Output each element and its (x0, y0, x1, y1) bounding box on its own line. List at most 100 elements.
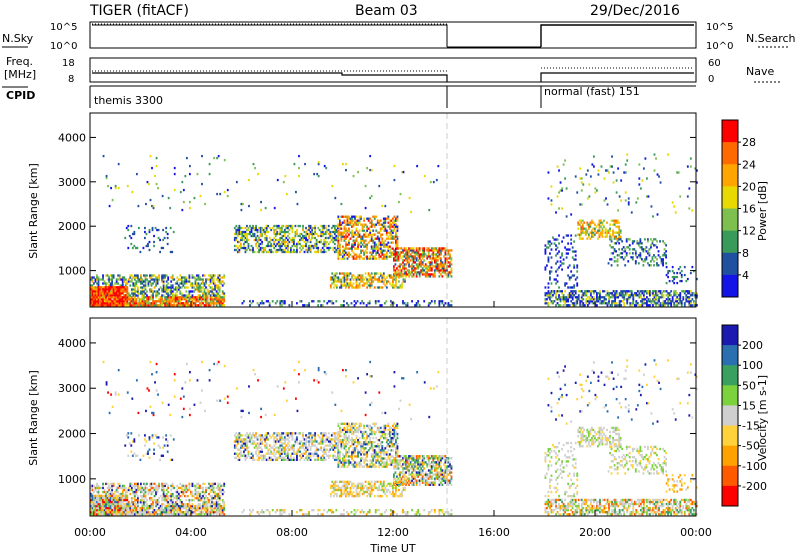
power-cell (592, 221, 595, 224)
power-cell (96, 286, 98, 289)
power-cell (268, 304, 271, 307)
velocity-cell (191, 511, 194, 514)
power-cell (381, 237, 384, 240)
power-cell (426, 273, 429, 276)
power-cell (683, 265, 686, 269)
power-cell (388, 255, 391, 258)
power-cell (126, 300, 129, 303)
power-cell (417, 247, 420, 250)
power-cell (262, 246, 265, 250)
velocity-cell (220, 506, 223, 510)
power-cell (580, 227, 583, 230)
power-cell (408, 261, 410, 264)
power-cell (388, 233, 391, 236)
power-cell (391, 235, 394, 238)
power-cell (435, 178, 438, 182)
power-cell (179, 282, 182, 285)
power-cell (355, 223, 358, 226)
power-cell (373, 286, 376, 289)
power-cell (363, 217, 366, 220)
power-cell (446, 259, 448, 262)
power-cell (621, 292, 624, 295)
power-cell (315, 246, 318, 250)
velocity-cell (168, 504, 171, 508)
power-cell (403, 259, 406, 262)
power-cell (583, 231, 586, 234)
power-cell (405, 249, 407, 252)
power-cell (591, 163, 594, 166)
power-cell (547, 294, 550, 297)
power-cell (136, 286, 139, 289)
power-cell (381, 223, 384, 226)
power-cell (252, 300, 254, 303)
power-cell (268, 240, 271, 244)
power-cell (432, 180, 435, 184)
power-cell (438, 257, 441, 260)
power-cell (696, 277, 698, 281)
power-cell (226, 188, 229, 192)
velocity-cell (133, 486, 136, 490)
power-cell (129, 284, 132, 287)
power-cell (387, 225, 390, 228)
velocity-cell (150, 484, 153, 488)
power-cell (253, 234, 256, 238)
power-cell (573, 294, 576, 297)
power-cell (420, 255, 423, 258)
power-cell (412, 249, 415, 252)
power-cell (118, 276, 121, 279)
power-cell (341, 233, 344, 236)
power-cell (438, 265, 441, 268)
power-cell (561, 296, 563, 299)
power-cell (123, 296, 126, 299)
power-cell (388, 219, 391, 222)
power-cell (369, 276, 372, 279)
colorbar-swatch (722, 208, 738, 232)
power-cell (241, 226, 244, 230)
power-cell (442, 269, 445, 272)
power-cell (300, 300, 303, 303)
power-cell (217, 154, 220, 158)
power-cell (182, 188, 185, 192)
power-cell (570, 300, 573, 303)
power-cell (94, 302, 97, 305)
power-cell (370, 272, 373, 275)
power-cell (381, 251, 384, 254)
power-cell (616, 221, 619, 224)
power-cell (688, 302, 691, 305)
velocity-cell (215, 508, 218, 512)
power-cell (370, 235, 373, 238)
power-cell (111, 280, 114, 283)
power-cell (655, 304, 657, 307)
velocity-cell (162, 503, 165, 506)
power-cell (597, 237, 599, 240)
power-cell (439, 269, 442, 272)
power-cell (585, 300, 588, 303)
power-cell (239, 242, 242, 246)
power-cell (361, 249, 364, 252)
power-cell (656, 173, 659, 176)
power-cell (393, 223, 396, 226)
power-cell (338, 227, 341, 230)
velocity-cell (144, 504, 147, 508)
power-cell (404, 272, 406, 275)
power-cell (126, 292, 129, 295)
velocity-cell (179, 482, 182, 486)
power-cell (108, 298, 110, 301)
power-cell (656, 213, 659, 216)
velocity-cell (97, 490, 100, 494)
power-cell (126, 286, 129, 289)
power-cell (162, 284, 165, 287)
power-cell (335, 284, 338, 287)
power-cell (676, 302, 679, 305)
power-cell (576, 191, 579, 194)
power-cell (294, 230, 297, 234)
power-cell (358, 284, 361, 287)
power-cell (550, 292, 553, 295)
power-cell (688, 296, 691, 299)
power-cell (647, 195, 650, 198)
power-cell (647, 304, 650, 307)
power-cell (167, 286, 170, 289)
power-cell (181, 208, 184, 212)
power-cell (115, 294, 118, 297)
power-cell (436, 259, 439, 262)
